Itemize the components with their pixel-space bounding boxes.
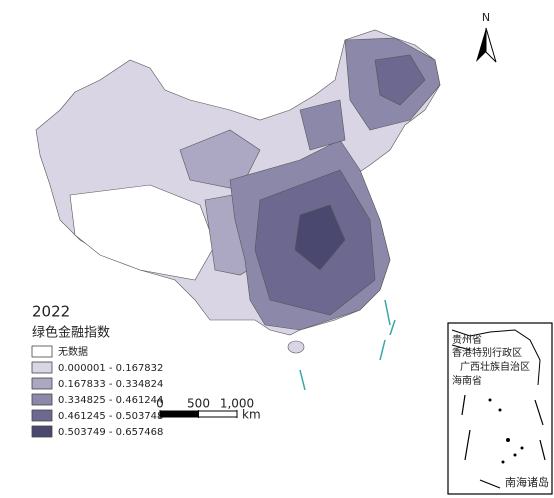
legend-label: 0.503749 - 0.657468 bbox=[58, 427, 163, 438]
inset-label: 海南省 bbox=[452, 374, 482, 387]
scale-label: 500 bbox=[187, 397, 210, 411]
legend-swatch bbox=[31, 425, 53, 438]
region bbox=[374, 54, 426, 106]
coast bbox=[299, 299, 396, 391]
north-arrow: N bbox=[476, 11, 497, 63]
legend-title: 绿色金融指数 bbox=[32, 325, 110, 341]
legend-swatch bbox=[31, 393, 53, 406]
inset-title: 南海诸岛 bbox=[505, 475, 549, 489]
inset-label: 广西壮族自治区 bbox=[460, 360, 530, 373]
region bbox=[294, 204, 346, 271]
legend-label: 0.334825 - 0.461244 bbox=[58, 395, 163, 406]
legend-swatch bbox=[31, 377, 53, 390]
scale-segment bbox=[159, 410, 199, 418]
legend-swatch bbox=[31, 361, 53, 374]
region bbox=[299, 99, 346, 151]
region bbox=[179, 129, 261, 191]
legend-swatch bbox=[31, 409, 53, 422]
legend-label: 0.000001 - 0.167832 bbox=[58, 363, 163, 374]
scale-unit: km bbox=[242, 408, 261, 422]
scale-label: 0 bbox=[156, 397, 164, 411]
legend-label: 0.461245 - 0.503748 bbox=[58, 411, 163, 422]
year: 2022 bbox=[32, 303, 70, 321]
legend-swatch bbox=[31, 345, 53, 358]
legend-label: 0.167833 - 0.334824 bbox=[58, 379, 163, 390]
legend-label: 无数据 bbox=[58, 345, 88, 358]
inset-label: 香港特别行政区 bbox=[452, 346, 522, 359]
scale-segment bbox=[198, 410, 238, 418]
scale-label: 1,000 bbox=[220, 397, 254, 411]
legend: 无数据 0.000001 - 0.167832 0.167833 - 0.33482… bbox=[31, 345, 163, 438]
inset-label: 贵州省 bbox=[452, 333, 482, 346]
region bbox=[69, 184, 216, 281]
north-label: N bbox=[482, 11, 490, 24]
region bbox=[287, 340, 305, 354]
regions bbox=[35, 29, 441, 391]
